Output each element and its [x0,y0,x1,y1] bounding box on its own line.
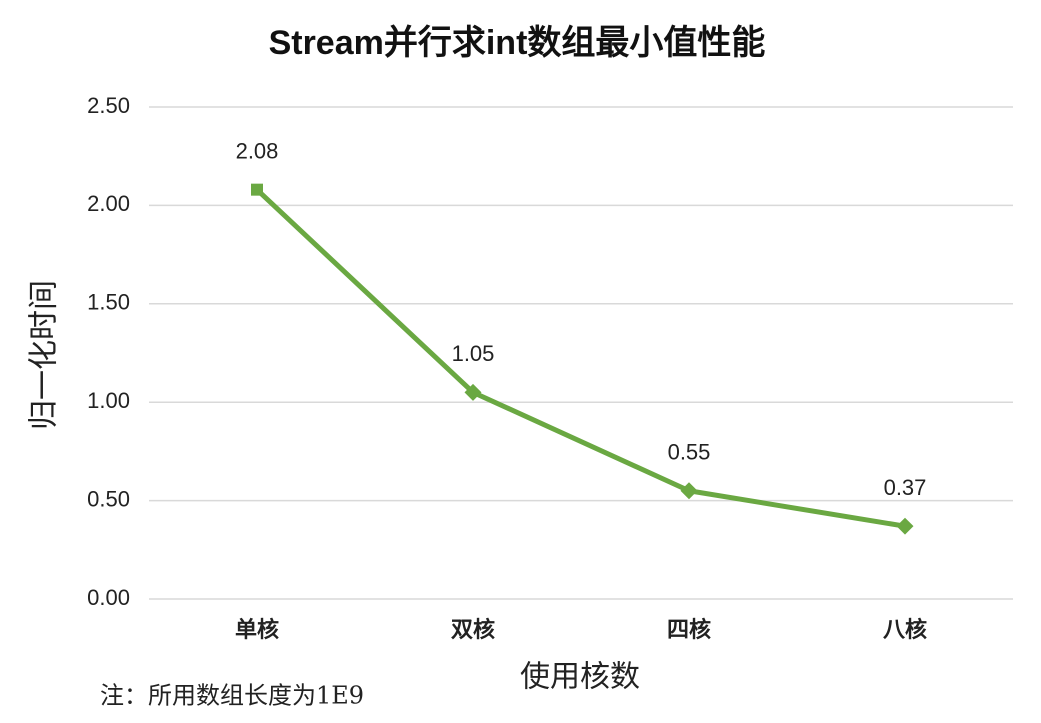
data-label: 0.55 [668,440,711,465]
x-tick-label: 单核 [235,617,279,643]
x-axis-label: 使用核数 [520,660,640,695]
data-label: 2.08 [236,138,279,163]
y-tick-label: 2.00 [87,191,130,216]
y-tick-label: 1.50 [87,290,130,315]
data-marker [251,183,263,196]
y-tick-label: 0.00 [87,585,130,610]
note: 注：所用数组长度为1E9 [100,682,364,710]
y-tick-label: 2.50 [87,93,130,118]
y-axis-label: 归一化时间 [27,280,62,430]
x-tick-label: 四核 [667,617,711,643]
data-marker [680,482,698,500]
x-tick-label: 双核 [451,617,495,643]
x-tick-label: 八核 [883,617,927,643]
data-marker [464,383,482,401]
y-tick-label: 1.00 [87,388,130,413]
chart-title: Stream并行求int数组最小值性能 [269,24,766,62]
data-marker [896,517,914,535]
data-label: 1.05 [452,341,495,366]
data-line [255,187,906,529]
data-label: 0.37 [884,475,927,500]
y-tick-label: 0.50 [87,486,130,511]
